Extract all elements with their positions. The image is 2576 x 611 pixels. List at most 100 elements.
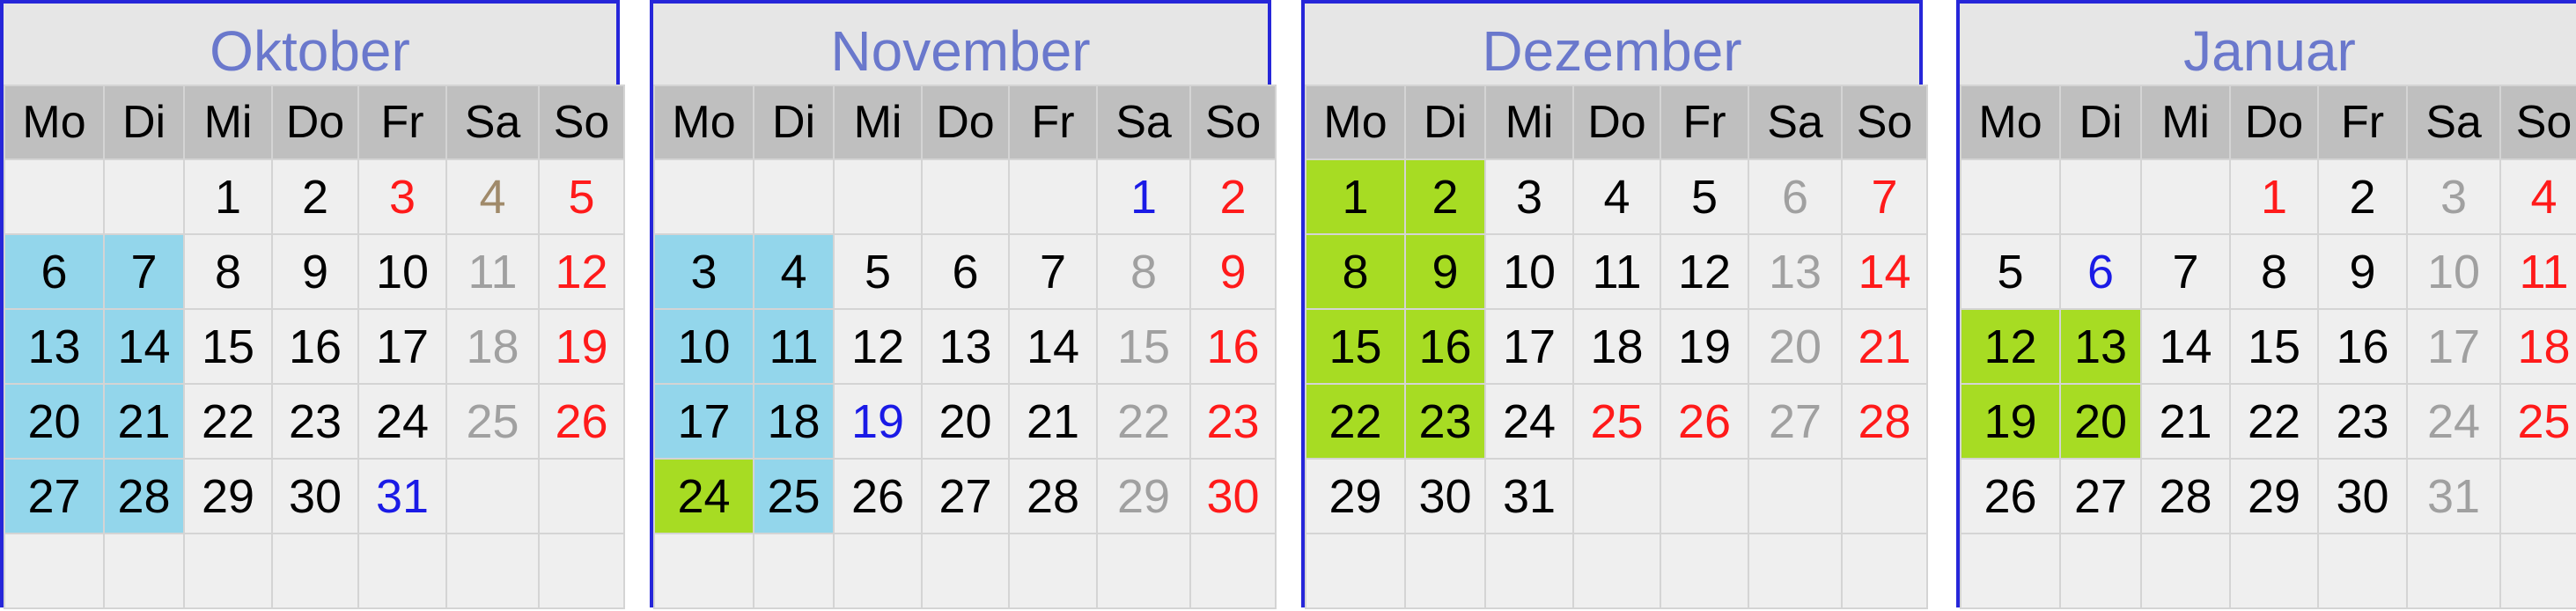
- day-cell[interactable]: 21: [103, 383, 185, 460]
- day-cell[interactable]: 23: [1404, 383, 1486, 460]
- day-cell[interactable]: 8: [2229, 233, 2319, 310]
- day-cell[interactable]: 15: [1305, 308, 1406, 385]
- day-cell[interactable]: 19: [1660, 308, 1749, 385]
- day-cell[interactable]: 3: [1484, 158, 1574, 235]
- day-cell[interactable]: 5: [1660, 158, 1749, 235]
- day-cell[interactable]: 12: [833, 308, 923, 385]
- day-cell[interactable]: 2: [2317, 158, 2408, 235]
- day-cell[interactable]: 22: [1305, 383, 1406, 460]
- day-cell[interactable]: 20: [921, 383, 1010, 460]
- day-cell[interactable]: 8: [1096, 233, 1191, 310]
- day-cell[interactable]: 23: [271, 383, 359, 460]
- day-cell[interactable]: 5: [538, 158, 625, 235]
- day-cell[interactable]: 16: [271, 308, 359, 385]
- day-cell[interactable]: 27: [2059, 458, 2142, 534]
- day-cell[interactable]: 30: [1189, 458, 1277, 534]
- day-cell[interactable]: 7: [2140, 233, 2231, 310]
- day-cell[interactable]: 6: [1748, 158, 1843, 235]
- day-cell[interactable]: 25: [445, 383, 540, 460]
- day-cell[interactable]: 12: [1660, 233, 1749, 310]
- day-cell[interactable]: 23: [2317, 383, 2408, 460]
- day-cell[interactable]: 7: [103, 233, 185, 310]
- day-cell[interactable]: 15: [183, 308, 273, 385]
- day-cell[interactable]: 22: [1096, 383, 1191, 460]
- day-cell[interactable]: 25: [1572, 383, 1661, 460]
- day-cell[interactable]: 11: [1572, 233, 1661, 310]
- day-cell[interactable]: 13: [921, 308, 1010, 385]
- day-cell[interactable]: 5: [1960, 233, 2061, 310]
- day-cell[interactable]: 6: [4, 233, 105, 310]
- day-cell[interactable]: 27: [921, 458, 1010, 534]
- day-cell[interactable]: 12: [1960, 308, 2061, 385]
- day-cell[interactable]: 10: [653, 308, 754, 385]
- day-cell[interactable]: 10: [2406, 233, 2501, 310]
- day-cell[interactable]: 1: [183, 158, 273, 235]
- day-cell[interactable]: 19: [538, 308, 625, 385]
- day-cell[interactable]: 18: [2499, 308, 2576, 385]
- day-cell[interactable]: 19: [1960, 383, 2061, 460]
- day-cell[interactable]: 5: [833, 233, 923, 310]
- day-cell[interactable]: 17: [2406, 308, 2501, 385]
- day-cell[interactable]: 13: [2059, 308, 2142, 385]
- day-cell[interactable]: 3: [653, 233, 754, 310]
- day-cell[interactable]: 2: [1404, 158, 1486, 235]
- day-cell[interactable]: 1: [1305, 158, 1406, 235]
- day-cell[interactable]: 8: [1305, 233, 1406, 310]
- day-cell[interactable]: 16: [2317, 308, 2408, 385]
- day-cell[interactable]: 27: [1748, 383, 1843, 460]
- day-cell[interactable]: 3: [357, 158, 447, 235]
- day-cell[interactable]: 17: [1484, 308, 1574, 385]
- day-cell[interactable]: 14: [1841, 233, 1928, 310]
- day-cell[interactable]: 29: [2229, 458, 2319, 534]
- day-cell[interactable]: 24: [357, 383, 447, 460]
- day-cell[interactable]: 28: [1008, 458, 1098, 534]
- day-cell[interactable]: 1: [1096, 158, 1191, 235]
- day-cell[interactable]: 8: [183, 233, 273, 310]
- day-cell[interactable]: 26: [833, 458, 923, 534]
- day-cell[interactable]: 12: [538, 233, 625, 310]
- day-cell[interactable]: 31: [1484, 458, 1574, 534]
- day-cell[interactable]: 26: [1660, 383, 1749, 460]
- day-cell[interactable]: 28: [2140, 458, 2231, 534]
- day-cell[interactable]: 30: [2317, 458, 2408, 534]
- day-cell[interactable]: 27: [4, 458, 105, 534]
- day-cell[interactable]: 19: [833, 383, 923, 460]
- day-cell[interactable]: 4: [2499, 158, 2576, 235]
- day-cell[interactable]: 14: [2140, 308, 2231, 385]
- day-cell[interactable]: 16: [1189, 308, 1277, 385]
- day-cell[interactable]: 17: [653, 383, 754, 460]
- day-cell[interactable]: 9: [271, 233, 359, 310]
- day-cell[interactable]: 20: [2059, 383, 2142, 460]
- day-cell[interactable]: 22: [2229, 383, 2319, 460]
- day-cell[interactable]: 28: [1841, 383, 1928, 460]
- day-cell[interactable]: 29: [183, 458, 273, 534]
- day-cell[interactable]: 7: [1008, 233, 1098, 310]
- day-cell[interactable]: 31: [2406, 458, 2501, 534]
- day-cell[interactable]: 30: [1404, 458, 1486, 534]
- day-cell[interactable]: 10: [1484, 233, 1574, 310]
- day-cell[interactable]: 16: [1404, 308, 1486, 385]
- day-cell[interactable]: 11: [753, 308, 835, 385]
- day-cell[interactable]: 17: [357, 308, 447, 385]
- day-cell[interactable]: 18: [1572, 308, 1661, 385]
- day-cell[interactable]: 1: [2229, 158, 2319, 235]
- day-cell[interactable]: 6: [921, 233, 1010, 310]
- day-cell[interactable]: 14: [1008, 308, 1098, 385]
- day-cell[interactable]: 20: [1748, 308, 1843, 385]
- day-cell[interactable]: 14: [103, 308, 185, 385]
- day-cell[interactable]: 25: [753, 458, 835, 534]
- day-cell[interactable]: 30: [271, 458, 359, 534]
- day-cell[interactable]: 13: [4, 308, 105, 385]
- day-cell[interactable]: 21: [2140, 383, 2231, 460]
- day-cell[interactable]: 29: [1305, 458, 1406, 534]
- day-cell[interactable]: 15: [2229, 308, 2319, 385]
- day-cell[interactable]: 4: [1572, 158, 1661, 235]
- day-cell[interactable]: 18: [445, 308, 540, 385]
- day-cell[interactable]: 7: [1841, 158, 1928, 235]
- day-cell[interactable]: 21: [1841, 308, 1928, 385]
- day-cell[interactable]: 18: [753, 383, 835, 460]
- day-cell[interactable]: 9: [1404, 233, 1486, 310]
- day-cell[interactable]: 28: [103, 458, 185, 534]
- day-cell[interactable]: 24: [653, 458, 754, 534]
- day-cell[interactable]: 6: [2059, 233, 2142, 310]
